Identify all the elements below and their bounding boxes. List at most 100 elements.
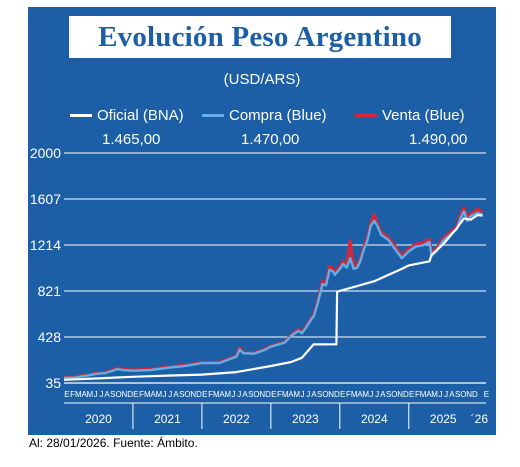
x-year-label-2025: 2025 xyxy=(430,412,457,426)
x-month-label: S xyxy=(317,390,322,399)
last-value-compra: 1.470,00 xyxy=(241,131,300,148)
footer-source: Al: 28/01/2026. Fuente: Ámbito. xyxy=(29,436,198,450)
x-month-label: A xyxy=(311,390,317,399)
last-value-oficial: 1.465,00 xyxy=(102,131,161,148)
chart-title: Evolución Peso Argentino xyxy=(98,20,422,53)
series-line-compra xyxy=(63,210,484,380)
x-month-label: F xyxy=(139,390,144,399)
x-month-label: M xyxy=(431,390,438,399)
chart-panel: Evolución Peso Argentino (USD/ARS) Ofici… xyxy=(28,7,496,435)
legend-label-venta: Venta (Blue) xyxy=(382,107,465,124)
x-month-label: A xyxy=(449,390,455,399)
x-month-label: D xyxy=(265,390,271,399)
legend-label-compra: Compra (Blue) xyxy=(229,107,327,124)
x-month-label: M xyxy=(144,390,151,399)
x-month-label: D xyxy=(127,390,133,399)
x-month-label: D xyxy=(472,390,478,399)
x-month-label: M xyxy=(155,390,162,399)
x-month-label: N xyxy=(397,390,403,399)
x-month-label: O xyxy=(184,390,190,399)
legend-swatch-oficial xyxy=(70,114,92,117)
x-month-label: M xyxy=(293,390,300,399)
x-month-label: N xyxy=(259,390,265,399)
x-month-label: D xyxy=(196,390,202,399)
x-month-label: M xyxy=(351,390,358,399)
x-year-label-2024: 2024 xyxy=(361,412,388,426)
legend-label-oficial: Oficial (BNA) xyxy=(97,107,184,124)
series-line-oficial xyxy=(63,213,483,381)
x-month-label: A xyxy=(380,390,386,399)
x-month-label: M xyxy=(213,390,220,399)
x-month-label: S xyxy=(386,390,391,399)
x-month-label: F xyxy=(277,390,282,399)
x-year-label-2020: 2020 xyxy=(85,412,112,426)
x-month-label: D xyxy=(334,390,340,399)
x-month-label: J xyxy=(99,390,103,399)
x-month-label: A xyxy=(81,390,87,399)
x-year-label-2022: 2022 xyxy=(223,412,250,426)
x-month-label: J xyxy=(369,390,373,399)
x-month-label: J xyxy=(375,390,379,399)
x-month-label: O xyxy=(460,390,466,399)
x-year-label-2026: ´26 xyxy=(471,412,489,426)
x-month-label: J xyxy=(438,390,442,399)
x-month-label: A xyxy=(150,390,156,399)
x-month-label: E xyxy=(271,390,276,399)
x-month-label: M xyxy=(87,390,94,399)
x-year-label-2021: 2021 xyxy=(154,412,181,426)
y-tick-label-2: 821 xyxy=(38,283,62,299)
x-month-label: E xyxy=(340,390,345,399)
y-tick-label-4: 1607 xyxy=(30,191,61,207)
legend: Oficial (BNA) Compra (Blue) Venta (Blue) xyxy=(28,107,496,127)
x-month-label: N xyxy=(328,390,334,399)
plot-area xyxy=(64,153,486,383)
x-month-label: A xyxy=(173,390,179,399)
x-month-label: J xyxy=(237,390,241,399)
x-month-label: A xyxy=(357,390,363,399)
x-month-label: M xyxy=(224,390,231,399)
legend-swatch-compra xyxy=(202,114,224,117)
x-year-label-2023: 2023 xyxy=(292,412,319,426)
x-month-label: O xyxy=(115,390,121,399)
unit-label: (USD/ARS) xyxy=(223,71,301,88)
x-month-label: E xyxy=(409,390,414,399)
x-month-label: A xyxy=(242,390,248,399)
x-month-label: M xyxy=(282,390,289,399)
x-month-label: F xyxy=(415,390,420,399)
x-month-label: O xyxy=(322,390,328,399)
x-month-label: J xyxy=(444,390,448,399)
x-month-label: S xyxy=(455,390,460,399)
x-month-label: A xyxy=(288,390,294,399)
legend-item-venta: Venta (Blue) xyxy=(355,107,465,124)
legend-item-oficial: Oficial (BNA) xyxy=(70,107,184,124)
last-value-venta: 1.490,00 xyxy=(409,131,468,148)
x-month-label: M xyxy=(362,390,369,399)
x-month-label: E xyxy=(64,390,69,399)
x-month-label: O xyxy=(391,390,397,399)
x-month-label: J xyxy=(163,390,167,399)
y-tick-label-5: 2000 xyxy=(30,145,61,161)
x-month-label: F xyxy=(346,390,351,399)
legend-swatch-venta xyxy=(355,114,377,117)
x-month-label: E xyxy=(202,390,207,399)
x-month-label: N xyxy=(121,390,127,399)
x-month-label: J xyxy=(94,390,98,399)
y-tick-label-3: 1214 xyxy=(30,237,61,253)
x-month-label: A xyxy=(104,390,110,399)
x-month-label: O xyxy=(253,390,259,399)
x-month-label: J xyxy=(300,390,304,399)
x-month-label: J xyxy=(168,390,172,399)
y-tick-label-1: 428 xyxy=(38,329,62,345)
title-box: Evolución Peso Argentino xyxy=(69,16,451,58)
x-month-label: S xyxy=(179,390,184,399)
x-month-label: M xyxy=(420,390,427,399)
x-month-label: E xyxy=(133,390,138,399)
x-month-label: D xyxy=(403,390,409,399)
x-month-label-2026: E xyxy=(484,390,489,399)
x-month-label: N xyxy=(190,390,196,399)
x-month-label: M xyxy=(75,390,82,399)
x-month-label: F xyxy=(70,390,75,399)
legend-item-compra: Compra (Blue) xyxy=(202,107,327,124)
x-month-label: A xyxy=(426,390,432,399)
